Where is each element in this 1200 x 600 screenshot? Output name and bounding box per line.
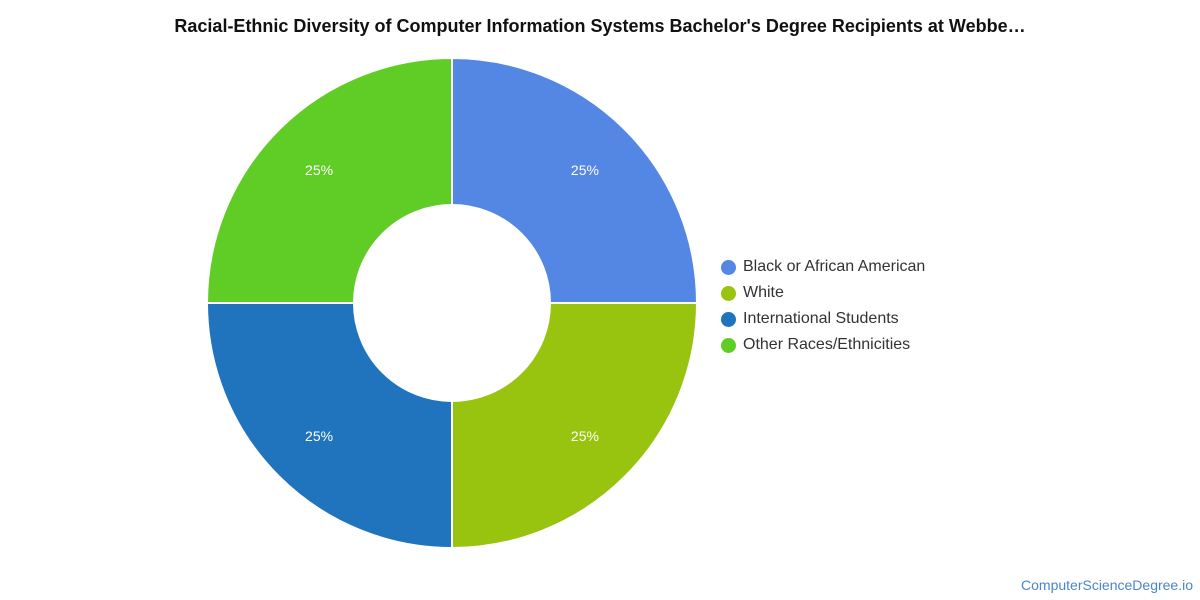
legend-swatch-icon xyxy=(721,285,736,301)
donut-slice-1 xyxy=(451,56,699,304)
slice-value-label: 25% xyxy=(305,428,333,444)
slice-value-label: 25% xyxy=(571,428,599,444)
legend-item[interactable]: White xyxy=(721,280,925,306)
donut-slice-4 xyxy=(205,56,453,304)
source-link[interactable]: ComputerScienceDegree.io xyxy=(1021,577,1193,593)
donut-slice-2 xyxy=(451,302,699,550)
legend-label: White xyxy=(743,284,784,301)
legend-item[interactable]: Other Races/Ethnicities xyxy=(721,332,925,358)
legend-label: Black or African American xyxy=(743,258,926,275)
legend-swatch-icon xyxy=(721,337,736,353)
slice-value-label: 25% xyxy=(305,162,333,178)
legend-item[interactable]: Black or African American xyxy=(721,254,925,280)
legend-swatch-icon xyxy=(721,259,736,275)
chart-title: Racial-Ethnic Diversity of Computer Info… xyxy=(174,16,1026,36)
legend-label: International Students xyxy=(743,310,899,327)
legend-swatch-icon xyxy=(721,311,736,327)
slice-value-label: 25% xyxy=(571,162,599,178)
legend-label: Other Races/Ethnicities xyxy=(743,336,911,353)
donut-slice-3 xyxy=(205,302,453,550)
legend-item[interactable]: International Students xyxy=(721,306,925,332)
chart-legend: Black or African American White Internatio… xyxy=(721,254,925,358)
